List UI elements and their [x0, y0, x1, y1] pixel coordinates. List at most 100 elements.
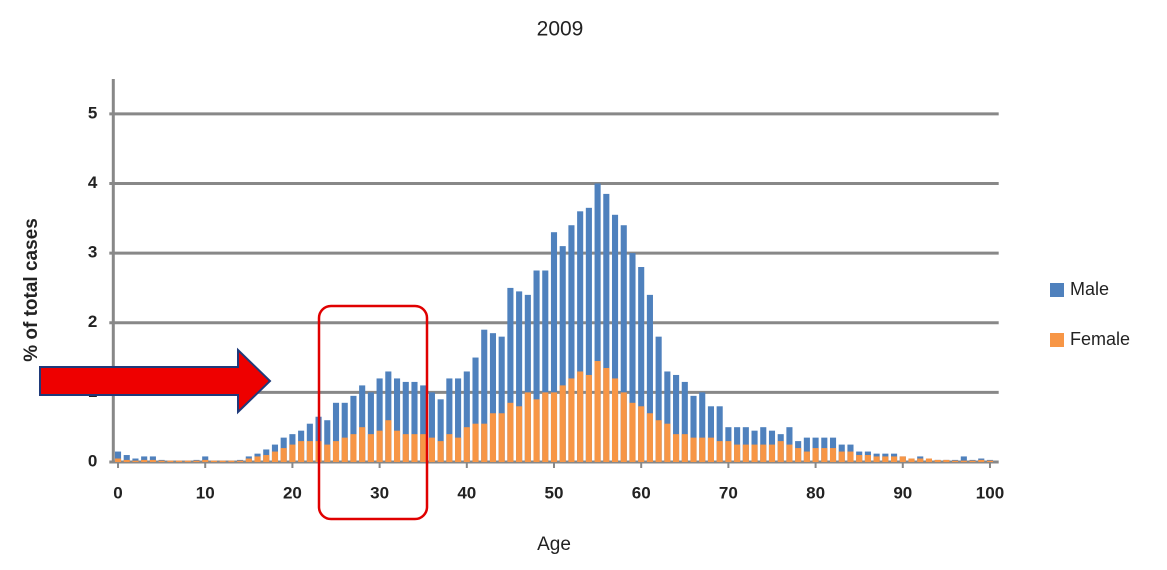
bar	[690, 437, 697, 462]
bar	[202, 459, 209, 462]
x-tick-label: 90	[893, 483, 912, 502]
bar	[585, 374, 592, 462]
x-tick-label: 70	[719, 483, 738, 502]
bar	[925, 458, 932, 462]
bar	[629, 253, 636, 462]
bar	[690, 395, 697, 462]
bar	[132, 460, 139, 462]
bar	[917, 458, 924, 462]
bar	[978, 459, 985, 462]
bar	[603, 367, 610, 462]
bar	[620, 392, 627, 462]
bar	[341, 437, 348, 462]
bar	[114, 458, 122, 462]
bar	[289, 444, 296, 462]
bar	[359, 385, 366, 462]
bar	[228, 460, 235, 462]
bar	[341, 402, 348, 462]
bar	[568, 225, 575, 462]
bar	[158, 460, 165, 462]
arrow	[39, 347, 272, 415]
bar	[960, 456, 967, 462]
legend-swatch	[1050, 283, 1064, 297]
bar	[699, 437, 706, 462]
bar	[803, 437, 810, 462]
bar	[411, 381, 418, 462]
bar	[620, 225, 627, 462]
bar	[716, 441, 723, 462]
bar	[184, 460, 191, 462]
plot-area: 0123450102030405060708090100MaleFemale	[88, 79, 1130, 502]
bar	[367, 392, 374, 462]
bar	[149, 456, 156, 462]
x-tick-label: 50	[545, 483, 564, 502]
bar	[594, 183, 601, 463]
bar	[306, 441, 313, 462]
bar	[969, 460, 976, 462]
bar	[864, 455, 871, 462]
bar	[629, 402, 636, 462]
bar	[986, 460, 994, 462]
bar	[795, 448, 802, 462]
bar	[734, 444, 741, 462]
bar	[332, 441, 340, 462]
legend-label: Male	[1070, 279, 1109, 299]
bar	[141, 456, 148, 462]
bar	[472, 357, 479, 462]
bar	[533, 399, 540, 462]
bar	[673, 434, 680, 462]
y-tick-label: 5	[88, 103, 97, 122]
bar	[298, 441, 305, 462]
bar	[611, 378, 619, 462]
bar	[393, 430, 401, 462]
bar	[585, 207, 592, 462]
y-tick-label: 3	[88, 243, 97, 262]
bar	[603, 193, 610, 462]
bar	[542, 392, 549, 462]
bar	[393, 378, 401, 462]
bar	[420, 385, 427, 462]
x-tick-label: 40	[457, 483, 476, 502]
bar	[193, 460, 200, 462]
bar	[498, 413, 505, 462]
bar	[533, 270, 540, 462]
bar	[699, 392, 706, 462]
bar	[550, 392, 558, 462]
bar	[856, 455, 863, 462]
bar	[498, 336, 505, 462]
bar	[437, 399, 444, 462]
bar	[516, 291, 523, 462]
bar	[463, 427, 470, 462]
y-tick-label: 0	[88, 451, 97, 470]
bar	[455, 437, 462, 462]
bar	[655, 336, 662, 462]
x-tick-label: 10	[196, 483, 215, 502]
bar	[943, 459, 950, 462]
bar	[707, 406, 715, 462]
bar	[367, 434, 374, 462]
bar	[751, 444, 758, 462]
chart-title: 2009	[537, 18, 584, 41]
bar	[516, 406, 523, 462]
bar	[376, 430, 383, 462]
bar	[385, 371, 392, 462]
bar	[376, 378, 383, 462]
y-axis-label: % of total cases	[21, 218, 42, 362]
bar	[786, 444, 793, 462]
bar	[237, 460, 244, 462]
bar	[542, 270, 549, 462]
bar	[681, 381, 688, 462]
bar	[472, 423, 479, 462]
bar	[655, 420, 662, 462]
bar	[934, 459, 941, 462]
bar	[489, 413, 497, 462]
bar	[481, 423, 488, 462]
bar	[507, 287, 514, 462]
bar	[882, 456, 889, 462]
bar	[332, 402, 340, 462]
bar	[638, 406, 645, 462]
bar	[350, 395, 357, 462]
bar	[455, 378, 462, 462]
bar	[481, 329, 488, 462]
bar	[638, 267, 645, 462]
